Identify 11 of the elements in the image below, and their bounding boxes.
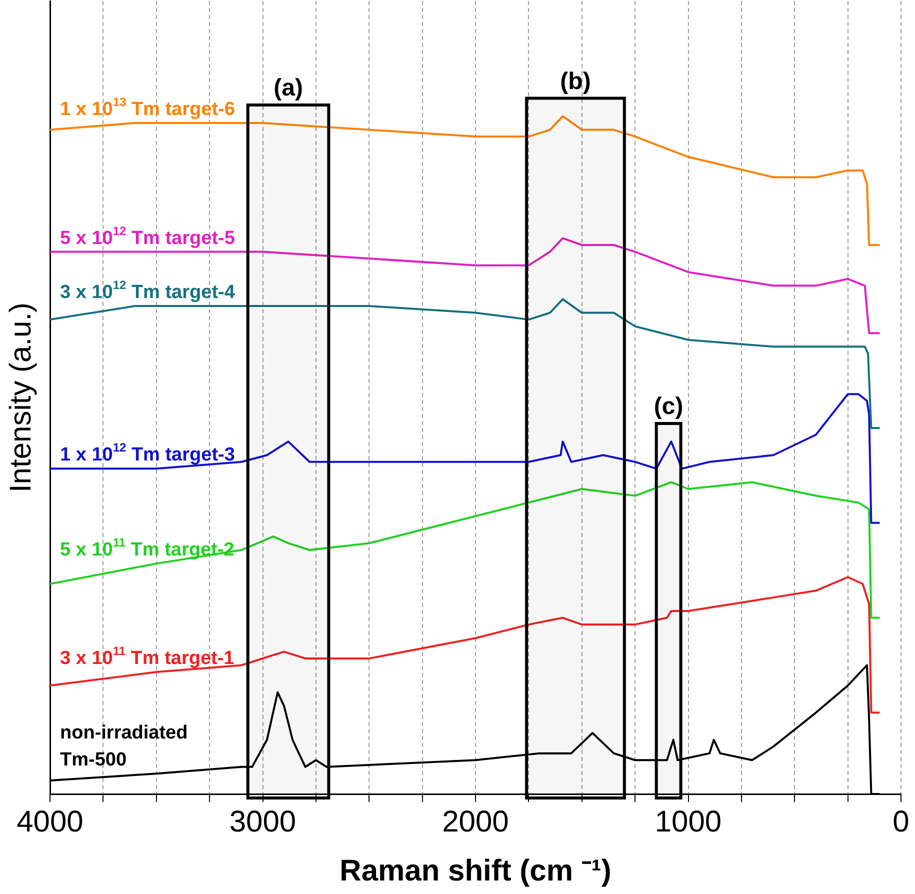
x-tick-label: 3000 — [229, 805, 296, 838]
x-axis-title: Raman shift (cm ⁻¹) — [340, 854, 612, 888]
series-label: non-irradiated Tm-500 — [60, 722, 188, 771]
x-tick-label: 1000 — [654, 805, 722, 838]
x-tick-label: 2000 — [442, 805, 509, 838]
y-axis-title: Intensity (a.u.) — [4, 302, 38, 493]
x-tick-label: 0 — [892, 805, 910, 838]
band-label: (a) — [274, 74, 303, 102]
band-label: (b) — [560, 68, 591, 95]
x-tick-label: 4000 — [16, 805, 84, 838]
band-label: (c) — [654, 393, 684, 420]
